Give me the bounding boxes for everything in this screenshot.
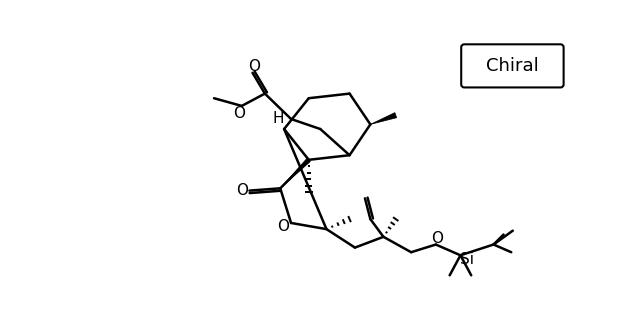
Text: O: O [431,231,444,246]
Text: Si: Si [460,252,474,267]
Text: O: O [248,59,260,74]
Text: O: O [233,106,244,121]
FancyBboxPatch shape [461,44,564,87]
Polygon shape [280,158,310,188]
Text: O: O [277,218,289,233]
Text: O: O [236,183,248,198]
Text: H: H [272,111,284,126]
Text: Chiral: Chiral [486,57,539,75]
Polygon shape [371,113,397,124]
